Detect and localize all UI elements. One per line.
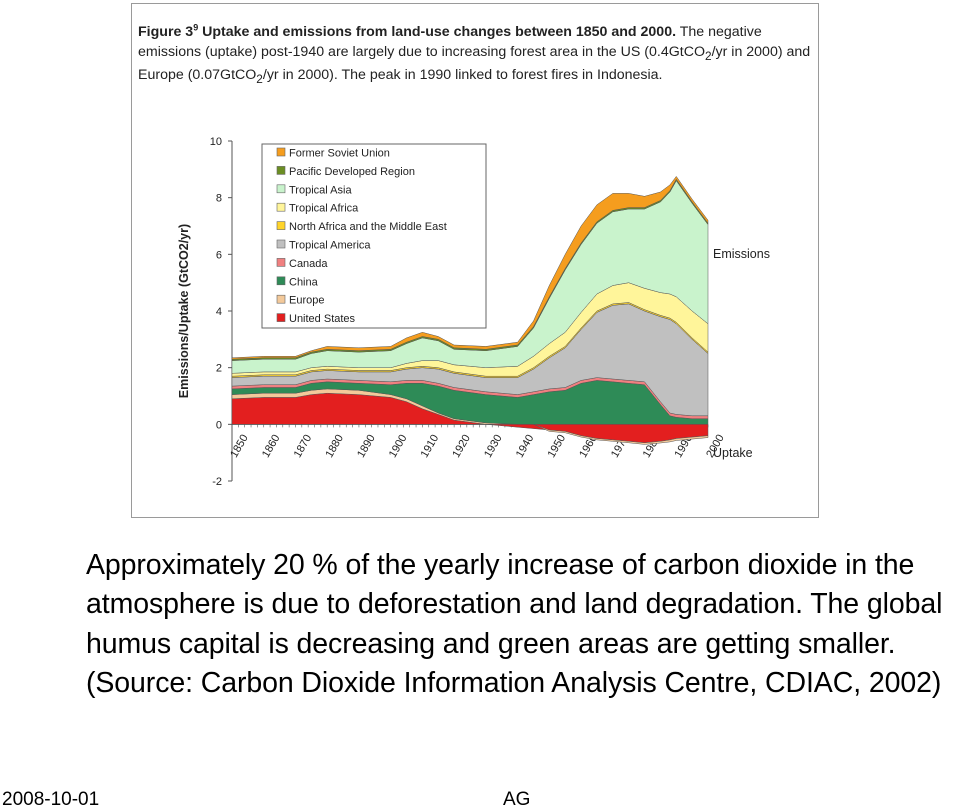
y-tick-label: -2 bbox=[212, 476, 222, 488]
legend-swatch-tropical-africa bbox=[276, 202, 286, 212]
annotation-uptake: Uptake bbox=[713, 446, 753, 460]
body-paragraph: Approximately 20 % of the yearly increas… bbox=[86, 549, 943, 700]
caption-end: /yr in 2000). The peak in 1990 linked to… bbox=[262, 66, 663, 83]
legend-swatch-north-africa-and-the-middle-east bbox=[276, 221, 286, 230]
legend-swatch-tropical-asia bbox=[276, 184, 286, 194]
footer-author: AG bbox=[503, 789, 531, 810]
legend-label-canada: Canada bbox=[289, 258, 328, 270]
footer-date: 2008-10-01 bbox=[2, 789, 100, 810]
x-tick-label: 1900 bbox=[387, 433, 410, 460]
legend-label-china: China bbox=[289, 276, 319, 288]
legend-swatch-china bbox=[276, 276, 286, 286]
legend-swatch-united-states bbox=[276, 313, 286, 322]
area-former-soviet-union bbox=[231, 175, 709, 360]
legend-swatch-former-soviet-union bbox=[276, 147, 286, 157]
x-tick-label: 1860 bbox=[260, 433, 283, 460]
y-tick-label: 6 bbox=[216, 249, 222, 261]
x-tick-label: 1870 bbox=[292, 433, 315, 460]
legend-box bbox=[261, 143, 487, 329]
legend-label-tropical-africa: Tropical Africa bbox=[289, 203, 359, 215]
legend-label-europe: Europe bbox=[289, 295, 324, 307]
x-tick-label: 1950 bbox=[546, 433, 569, 460]
y-tick-label: 2 bbox=[216, 363, 222, 375]
x-tick-label: 1910 bbox=[419, 433, 442, 460]
legend-swatch-europe bbox=[276, 294, 286, 304]
caption-sub-2: 2 bbox=[256, 71, 263, 86]
y-axis-title: Emissions/Uptake (GtCO2/yr) bbox=[177, 224, 191, 398]
x-tick-label: 1940 bbox=[514, 433, 537, 460]
y-tick-label: 8 bbox=[216, 193, 222, 205]
legend-label-tropical-asia: Tropical Asia bbox=[289, 184, 352, 196]
caption-sub-1: 2 bbox=[705, 48, 712, 63]
legend-label-north-africa-and-the-middle-east: North Africa and the Middle East bbox=[289, 221, 447, 233]
legend-label-pacific-developed-region: Pacific Developed Region bbox=[289, 166, 415, 178]
x-tick-label: 1920 bbox=[450, 433, 473, 460]
legend-label-former-soviet-union: Former Soviet Union bbox=[289, 148, 390, 160]
y-tick-label: 4 bbox=[216, 306, 222, 318]
legend-swatch-pacific-developed-region bbox=[276, 166, 286, 175]
legend-label-united-states: United States bbox=[289, 313, 356, 325]
caption-mid: /yr in 2000) and Europe (0.07GtCO bbox=[138, 43, 811, 83]
legend-swatch-tropical-america bbox=[276, 239, 286, 249]
legend-label-tropical-america: Tropical America bbox=[289, 240, 371, 252]
legend-swatch-canada bbox=[276, 258, 286, 267]
x-tick-label: 1930 bbox=[482, 433, 505, 460]
x-tick-label: 1890 bbox=[355, 433, 378, 460]
caption-footnote: 9 bbox=[193, 22, 199, 33]
annotation-emissions: Emissions bbox=[713, 247, 770, 261]
caption-label: Figure 3 bbox=[138, 24, 194, 40]
y-tick-label: 10 bbox=[210, 136, 222, 148]
figure-caption: Figure 39 Uptake and emissions from land… bbox=[138, 23, 813, 89]
caption-rest: The negative emissions (uptake) post-194… bbox=[138, 24, 762, 60]
x-tick-label: 1880 bbox=[323, 433, 346, 460]
caption-title: Uptake and emissions from land-use chang… bbox=[198, 24, 677, 40]
y-tick-label: 0 bbox=[216, 419, 222, 431]
